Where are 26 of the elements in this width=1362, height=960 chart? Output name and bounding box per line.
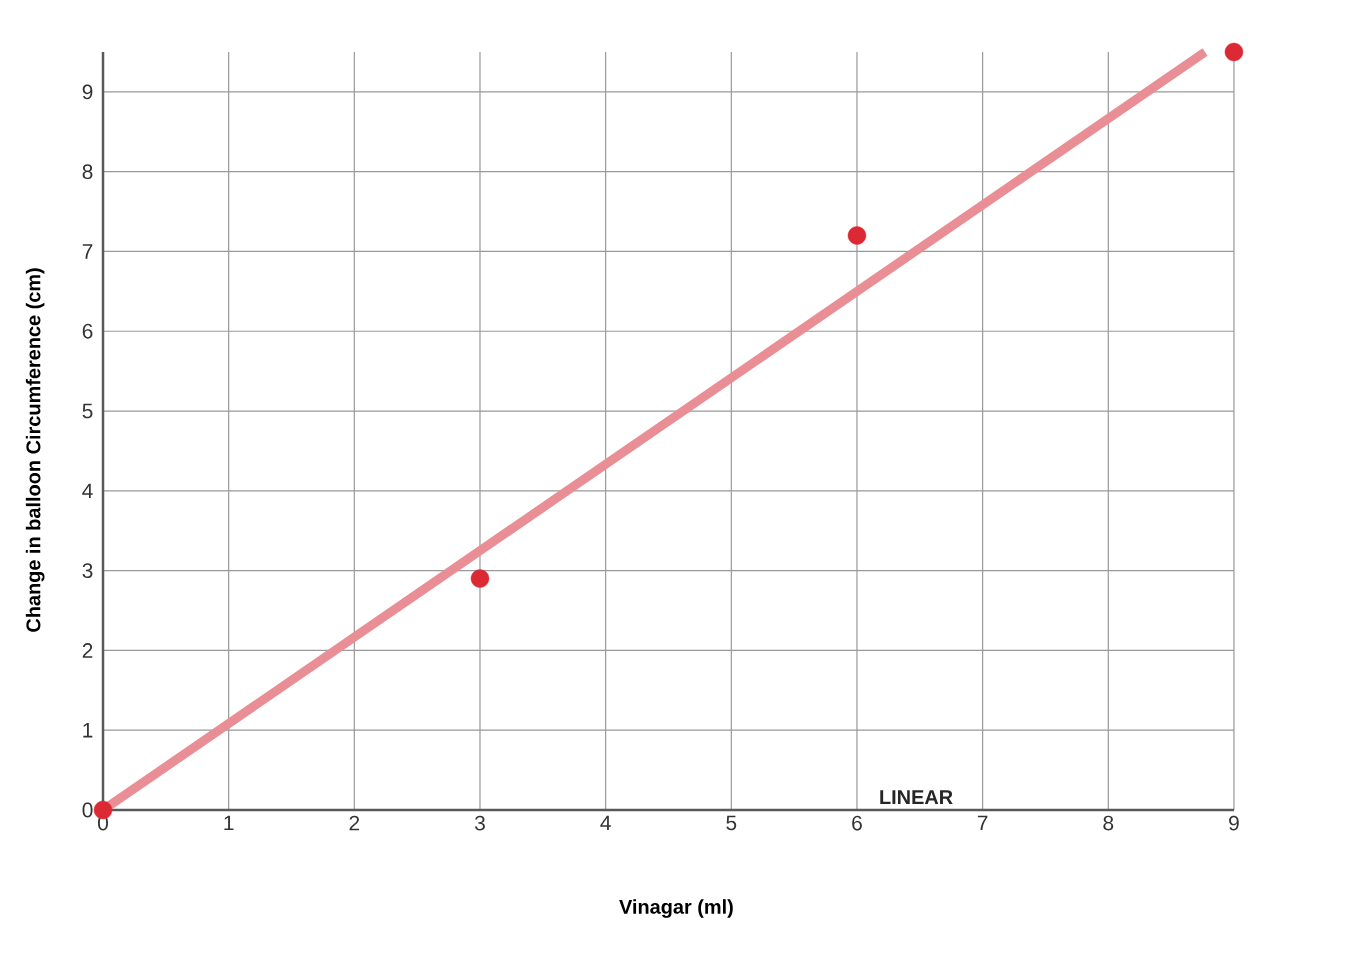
x-tick-label: 7 <box>977 815 988 831</box>
y-tick-label: 5 <box>82 403 93 419</box>
x-tick-label: 5 <box>726 815 737 831</box>
y-tick-label: 1 <box>83 723 93 738</box>
x-tick-label: 8 <box>1103 815 1114 831</box>
annotation: LINEAR <box>880 790 953 804</box>
y-tick-label: 9 <box>82 84 93 100</box>
y-tick-label: 0 <box>82 802 93 818</box>
x-tick-label: 9 <box>1229 815 1239 831</box>
y-axis-title: Change in balloon Circumference (cm) <box>25 268 45 632</box>
x-tick-label: 3 <box>474 815 485 831</box>
x-axis-title: Vinagar (ml) <box>619 899 733 918</box>
y-tick-label: 6 <box>82 323 93 339</box>
x-tick-label: 1 <box>224 815 234 831</box>
point <box>470 569 490 588</box>
x-tick-label: 4 <box>600 815 611 831</box>
x-tick-label: 6 <box>852 815 862 831</box>
y-tick-label: 7 <box>82 244 93 259</box>
y-tick-label: 2 <box>82 643 93 658</box>
point <box>93 800 113 820</box>
x-tick-label: 2 <box>349 815 360 831</box>
point <box>847 226 867 245</box>
y-tick-label: 8 <box>82 164 93 180</box>
y-tick-label: 3 <box>82 563 93 579</box>
point <box>1224 42 1244 62</box>
y-tick-label: 4 <box>82 483 93 499</box>
